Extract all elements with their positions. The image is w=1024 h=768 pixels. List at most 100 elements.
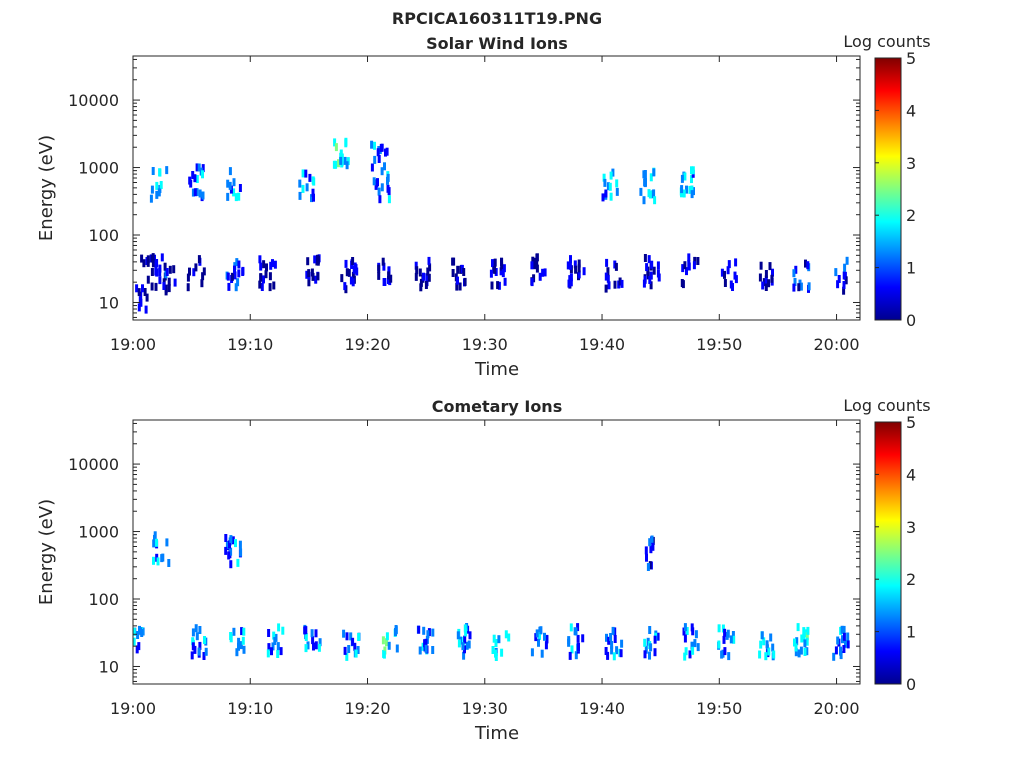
count-cell — [803, 639, 807, 648]
count-cell — [504, 630, 508, 639]
count-cell — [339, 149, 343, 158]
count-cell — [347, 645, 351, 653]
x-tick-label: 19:10 — [227, 699, 273, 718]
count-cell — [541, 268, 545, 277]
count-cell — [419, 283, 423, 292]
count-cell — [683, 652, 687, 661]
count-cell — [535, 253, 539, 262]
count-cell — [573, 260, 577, 269]
count-cell — [351, 257, 355, 265]
count-cell — [606, 274, 610, 283]
count-cell — [567, 636, 571, 645]
count-cell — [503, 277, 507, 286]
colorbar-tick-label: 3 — [906, 518, 916, 537]
count-cell — [193, 188, 197, 197]
y-tick-label: 1000 — [78, 159, 119, 178]
count-cell — [424, 638, 428, 647]
count-cell — [760, 631, 764, 640]
count-cell — [387, 195, 391, 204]
count-cell — [150, 185, 154, 194]
count-cell — [615, 179, 619, 188]
count-cell — [457, 639, 461, 648]
count-cell — [227, 282, 231, 291]
count-cell — [240, 627, 244, 636]
y-axis: 10 100 1000 10000 — [68, 58, 860, 318]
count-cell — [236, 278, 240, 287]
count-cell — [333, 138, 337, 147]
count-cell — [603, 178, 607, 187]
count-cell — [656, 269, 660, 278]
count-cell — [490, 281, 494, 290]
count-cell — [167, 277, 171, 286]
count-cell — [228, 181, 232, 190]
count-cell — [198, 189, 202, 198]
count-cell — [311, 188, 315, 197]
count-cell — [834, 268, 838, 277]
count-cell — [717, 640, 721, 649]
x-axis: 19:00 19:10 19:20 19:30 19:40 19:50 20:00 — [110, 56, 860, 354]
count-cell — [381, 257, 385, 266]
count-cell — [455, 282, 459, 291]
y-tick-label: 10 — [99, 293, 119, 312]
count-cell — [796, 623, 800, 632]
count-cell — [387, 266, 391, 275]
count-cell — [186, 283, 190, 292]
count-cell — [306, 257, 310, 266]
count-cell — [385, 638, 388, 647]
count-cell — [804, 629, 808, 638]
y-axis: 10 100 1000 10000 — [68, 422, 860, 682]
count-cell — [806, 626, 810, 635]
count-cell — [266, 649, 270, 658]
count-cell — [418, 646, 422, 655]
count-cell — [232, 178, 236, 187]
count-cell — [649, 545, 653, 554]
count-cell — [682, 627, 686, 636]
count-cell — [613, 635, 617, 643]
y-tick-label: 100 — [88, 590, 119, 609]
count-cell — [758, 650, 762, 659]
count-cell — [226, 272, 230, 281]
count-cell — [489, 269, 493, 278]
count-cell — [154, 282, 158, 291]
y-tick-label: 10 — [99, 657, 119, 676]
count-cell — [772, 650, 776, 659]
panel-title: Solar Wind Ions — [426, 34, 568, 53]
count-cell — [426, 267, 430, 276]
count-cell — [768, 262, 772, 271]
count-cell — [729, 280, 733, 289]
count-cell — [351, 278, 355, 287]
count-cell — [372, 177, 376, 186]
count-cell — [237, 269, 241, 278]
count-cell — [151, 167, 155, 175]
count-cell — [194, 263, 198, 272]
count-cell — [140, 254, 144, 263]
count-cell — [502, 264, 506, 273]
x-axis-label: Time — [474, 359, 519, 380]
count-cell — [723, 270, 726, 279]
x-tick-label: 19:00 — [110, 699, 156, 718]
count-cell — [581, 634, 585, 643]
count-cell — [272, 631, 276, 640]
count-cell — [137, 288, 141, 297]
count-cell — [649, 281, 653, 290]
count-cell — [759, 640, 763, 649]
count-cell — [648, 561, 652, 570]
count-cell — [836, 280, 840, 289]
count-cell — [313, 255, 317, 264]
count-cell — [155, 259, 159, 267]
count-cell — [799, 646, 803, 655]
count-cell — [494, 639, 498, 647]
count-cell — [318, 638, 322, 647]
count-cell — [425, 273, 429, 282]
count-cell — [451, 257, 455, 266]
count-cell — [342, 629, 346, 638]
count-cell — [310, 268, 314, 277]
count-cell — [651, 542, 655, 551]
count-cell — [607, 636, 611, 645]
count-cell — [610, 646, 614, 655]
count-cell — [643, 254, 647, 262]
count-cell — [771, 268, 774, 277]
count-cell — [531, 256, 535, 265]
count-cell — [158, 168, 162, 177]
count-cell — [804, 259, 807, 268]
